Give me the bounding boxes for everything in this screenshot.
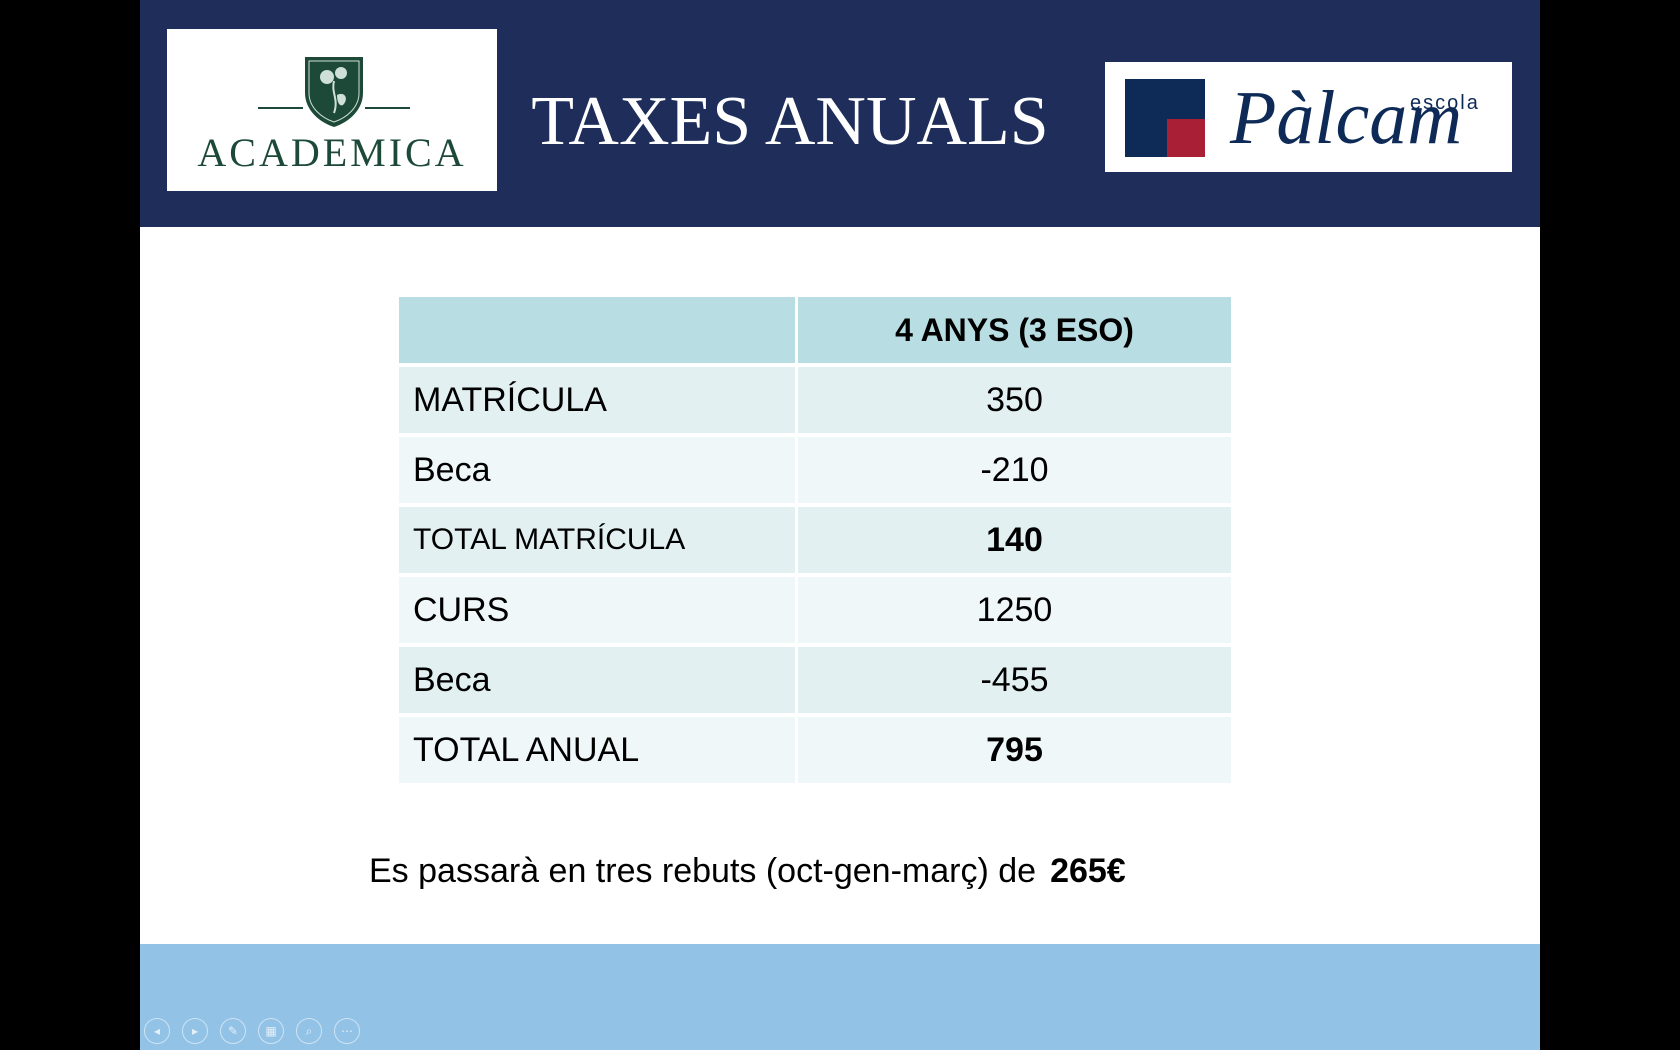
slide-header: ACADEMICA TAXES ANUALS escola Pàlcam (140, 0, 1540, 227)
fees-table: 4 ANYS (3 ESO) MATRÍCULA 350 Beca -210 T… (396, 293, 1234, 787)
table-header-row: 4 ANYS (3 ESO) (399, 297, 1231, 363)
row-value: -210 (798, 437, 1231, 503)
row-value: 795 (798, 717, 1231, 783)
table-header-cell (399, 297, 795, 363)
slideshow-controls: ◂ ▸ ✎ ▦ ⌕ ⋯ (144, 1018, 360, 1044)
table-row: TOTAL ANUAL 795 (399, 717, 1231, 783)
payment-note-text: Es passarà en tres rebuts (oct-gen-març)… (369, 852, 1037, 890)
palcam-escola-label: escola (1410, 92, 1480, 114)
row-label: Beca (399, 647, 795, 713)
logo-rule-right (365, 107, 410, 109)
table-row: Beca -455 (399, 647, 1231, 713)
presentation-slide: ACADEMICA TAXES ANUALS escola Pàlcam 4 A… (140, 0, 1540, 1050)
academica-wordmark: ACADEMICA (197, 130, 467, 175)
palcam-brand: Pàlcam (1230, 76, 1463, 160)
row-label: TOTAL ANUAL (399, 717, 795, 783)
pen-icon[interactable]: ✎ (220, 1018, 246, 1044)
payment-amount: 265€ (1050, 852, 1126, 890)
more-options-icon[interactable]: ⋯ (334, 1018, 360, 1044)
row-value: 350 (798, 367, 1231, 433)
palcam-red-square (1167, 119, 1205, 157)
row-value: -455 (798, 647, 1231, 713)
table-row: Beca -210 (399, 437, 1231, 503)
next-slide-icon[interactable]: ▸ (182, 1018, 208, 1044)
palcam-logo: escola Pàlcam (1105, 62, 1512, 172)
row-label: Beca (399, 437, 795, 503)
row-label: CURS (399, 577, 795, 643)
zoom-icon[interactable]: ⌕ (296, 1018, 322, 1044)
table-row: MATRÍCULA 350 (399, 367, 1231, 433)
table-row: CURS 1250 (399, 577, 1231, 643)
academica-logo: ACADEMICA (167, 29, 497, 191)
row-label: MATRÍCULA (399, 367, 795, 433)
table-row: TOTAL MATRÍCULA 140 (399, 507, 1231, 573)
previous-slide-icon[interactable]: ◂ (144, 1018, 170, 1044)
slides-grid-icon[interactable]: ▦ (258, 1018, 284, 1044)
slide-footer-band (140, 944, 1540, 1050)
row-value: 140 (798, 507, 1231, 573)
crest-icon (305, 57, 363, 127)
row-value: 1250 (798, 577, 1231, 643)
slide-title: TAXES ANUALS (531, 83, 1049, 160)
table-header-cell: 4 ANYS (3 ESO) (798, 297, 1231, 363)
row-label: TOTAL MATRÍCULA (399, 507, 795, 573)
logo-rule-left (258, 107, 303, 109)
payment-note: Es passarà en tres rebuts (oct-gen-març)… (369, 852, 1126, 891)
